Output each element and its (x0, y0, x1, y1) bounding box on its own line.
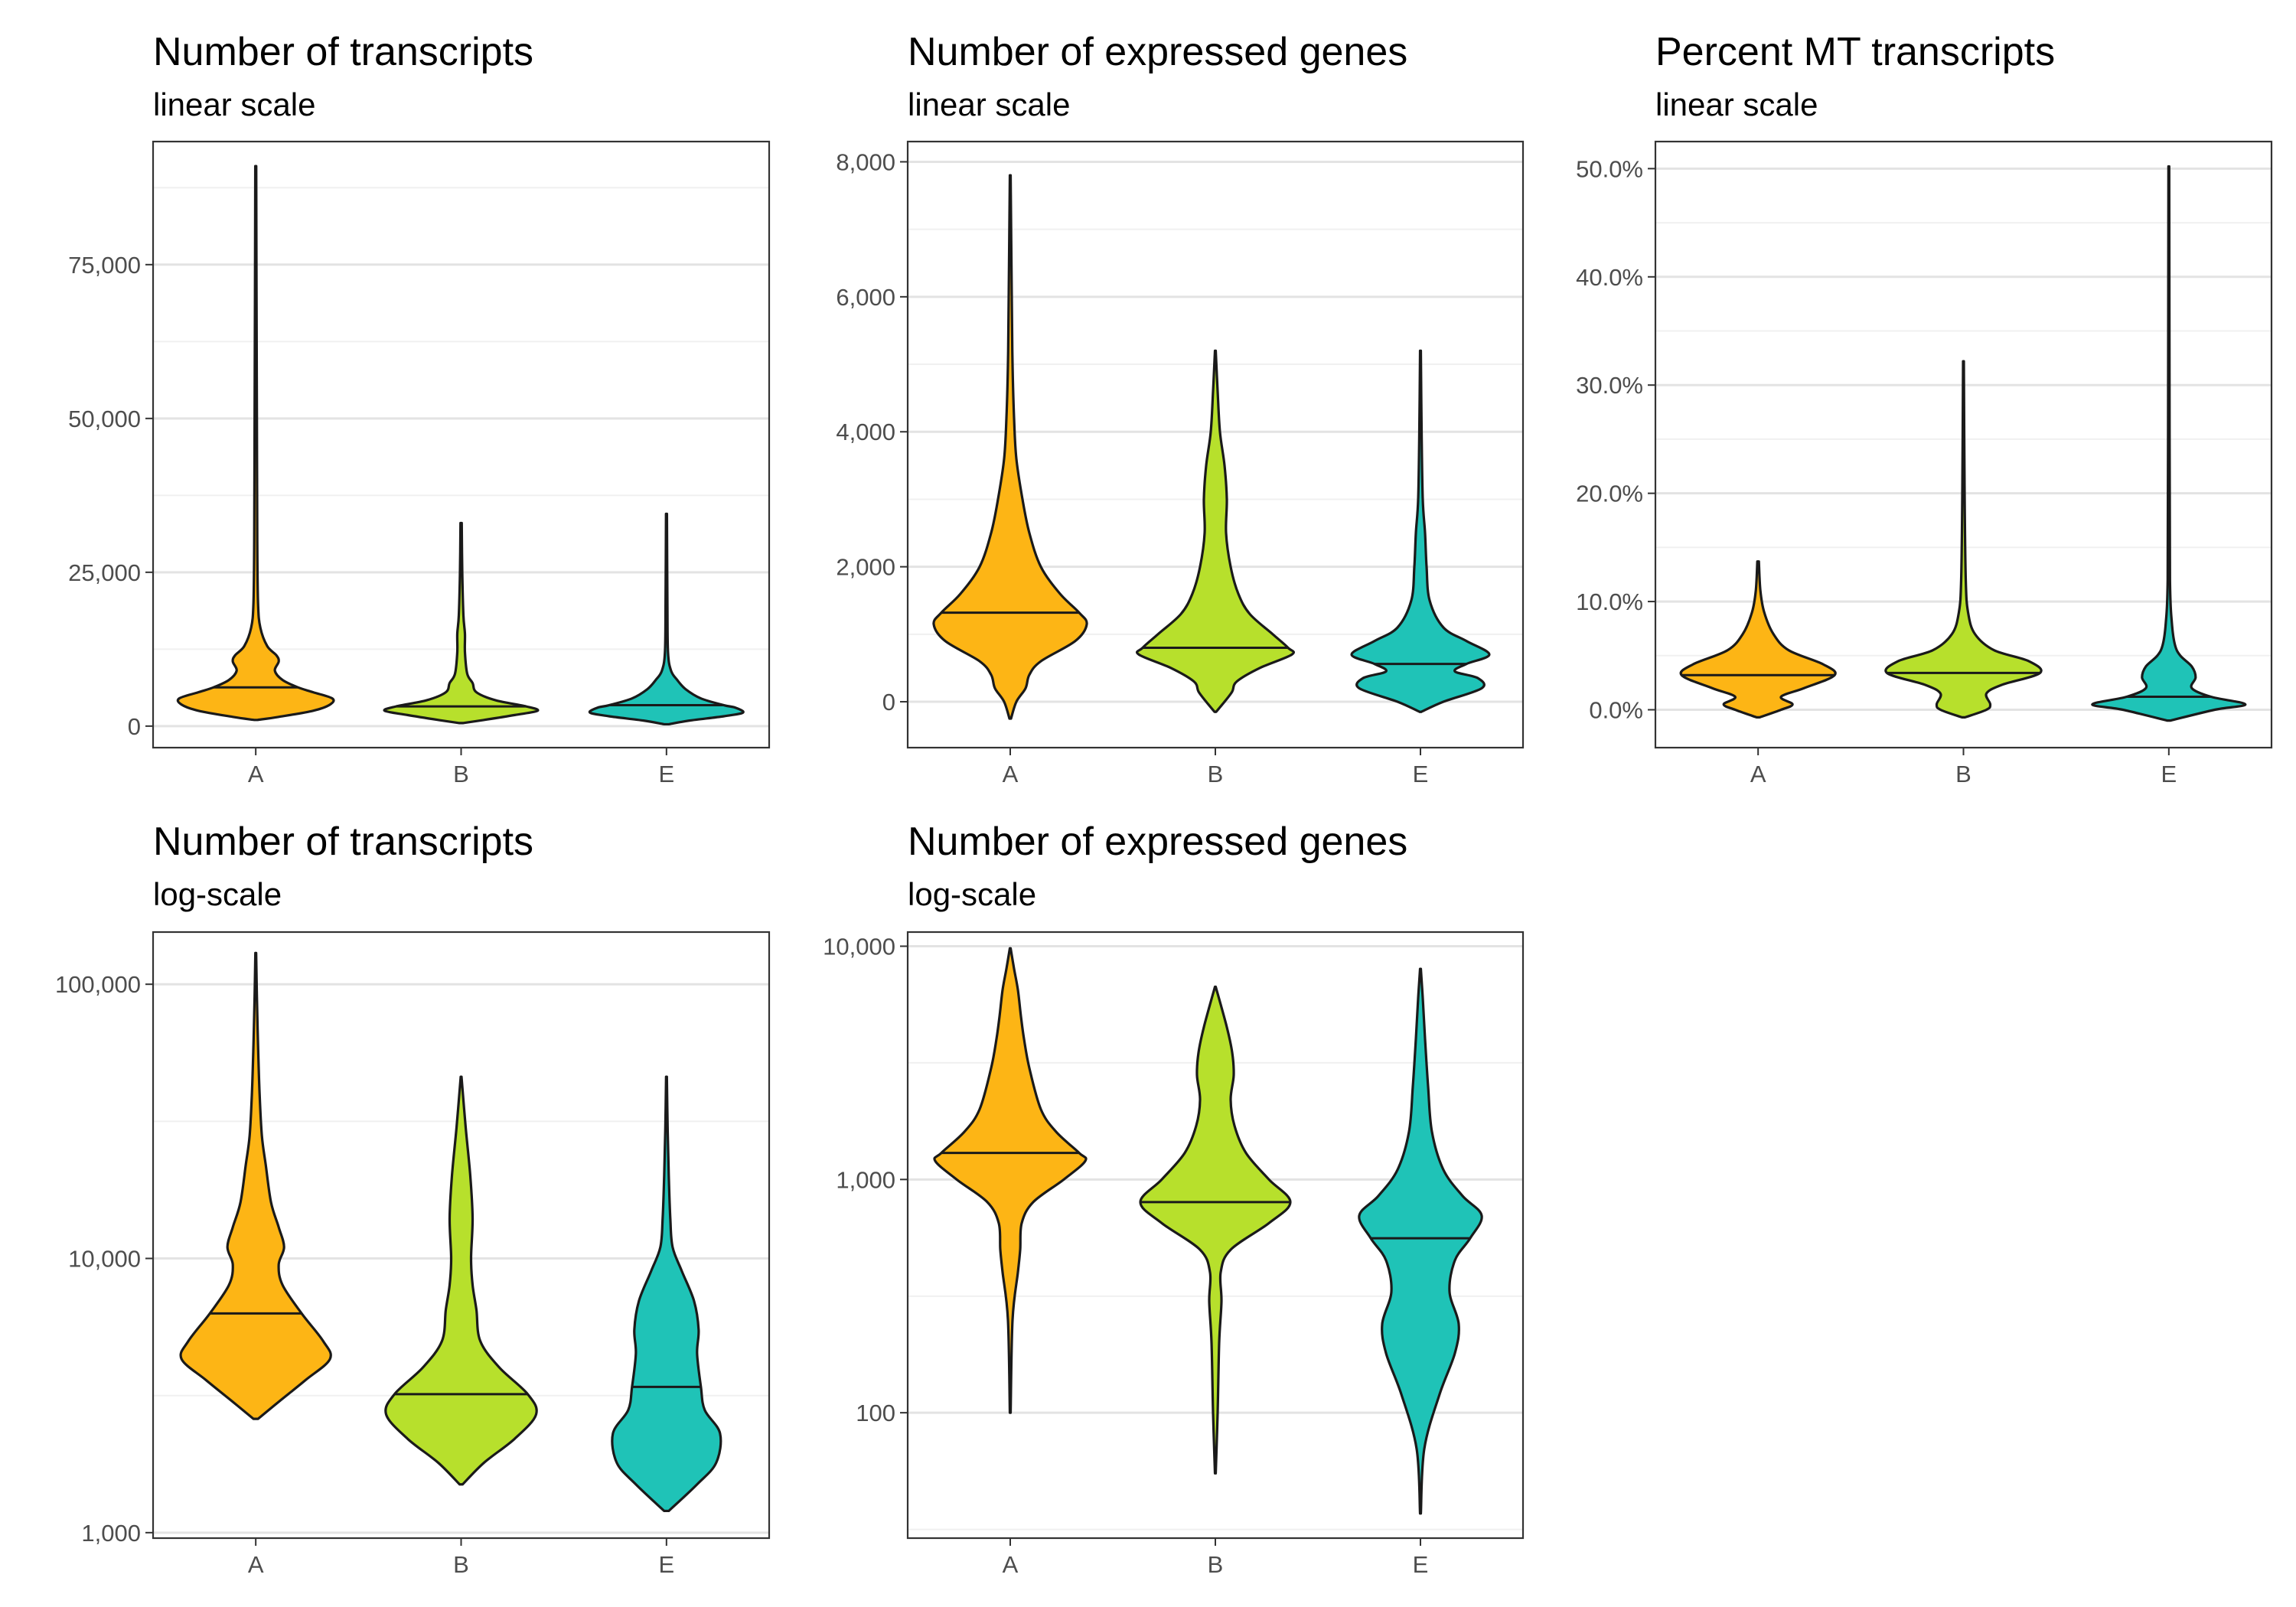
violin-B (1884, 360, 2043, 719)
chart-subtitle: linear scale (908, 86, 1071, 122)
y-tick-label: 2,000 (836, 554, 895, 581)
chart-title: Number of transcripts (153, 820, 534, 864)
violin-A (1679, 560, 1837, 719)
chart-panel-2: 0.0% 10.0% 20.0% 30.0% 40.0% 50.0% A B E (1576, 140, 2273, 787)
x-tick-label: B (1208, 1551, 1224, 1578)
y-tick-label: 4,000 (836, 419, 895, 445)
y-tick-label: 25,000 (68, 559, 141, 586)
y-tick-label: 0 (128, 713, 141, 740)
violin-E (1350, 349, 1491, 713)
y-tick-label: 100 (856, 1400, 895, 1426)
y-tick-label: 1,000 (81, 1520, 141, 1547)
violin-B (384, 1075, 538, 1486)
y-tick-label: 10,000 (823, 934, 895, 960)
chart-subtitle: log-scale (908, 876, 1037, 912)
x-tick-label: B (1955, 761, 1971, 787)
x-tick-label: A (1003, 1551, 1019, 1578)
violin-E (588, 512, 745, 726)
violin-E (611, 1075, 722, 1513)
y-tick-label: 0 (882, 689, 895, 715)
chart-title: Percent MT transcripts (1655, 30, 2056, 74)
chart-subtitle: linear scale (153, 86, 316, 122)
x-tick-label: A (1750, 761, 1766, 787)
x-tick-label: E (2161, 761, 2177, 787)
violin-A (176, 165, 335, 722)
violin-B (1135, 349, 1296, 713)
y-tick-label: 30.0% (1576, 372, 1643, 399)
x-tick-label: B (453, 1551, 469, 1578)
chart-title: Number of expressed genes (908, 820, 1408, 864)
y-tick-label: 10,000 (68, 1246, 141, 1273)
x-tick-label: E (658, 761, 674, 787)
chart-title: Number of expressed genes (908, 30, 1408, 74)
x-tick-label: E (1413, 1551, 1429, 1578)
x-tick-label: A (248, 1551, 264, 1578)
x-tick-label: A (248, 761, 264, 787)
y-tick-label: 50,000 (68, 406, 141, 432)
y-tick-label: 20.0% (1576, 481, 1643, 507)
y-tick-label: 40.0% (1576, 264, 1643, 291)
x-tick-label: B (1208, 761, 1224, 787)
y-tick-label: 75,000 (68, 252, 141, 279)
chart-panel-1: 0 2,000 4,000 6,000 8,000 A B E (836, 140, 1525, 787)
y-tick-label: 10.0% (1576, 588, 1643, 615)
y-tick-label: 8,000 (836, 148, 895, 175)
y-tick-label: 0.0% (1589, 697, 1643, 724)
chart-panel-3: 1,000 10,000 100,000 A B E (55, 931, 771, 1578)
violin-B (1139, 985, 1292, 1475)
y-tick-label: 100,000 (55, 971, 141, 998)
chart-subtitle: log-scale (153, 876, 282, 912)
violin-A (933, 947, 1088, 1414)
x-tick-label: A (1003, 761, 1019, 787)
violin-E (1358, 967, 1483, 1515)
y-tick-label: 6,000 (836, 284, 895, 311)
y-tick-label: 50.0% (1576, 155, 1643, 182)
chart-title: Number of transcripts (153, 30, 534, 74)
violin-B (383, 521, 540, 725)
chart-panel-0: 0 25,000 50,000 75,000 A B E (68, 140, 771, 787)
violin-E (2091, 165, 2247, 722)
chart-panel-4: 100 1,000 10,000 A B E (823, 931, 1525, 1578)
x-tick-label: E (658, 1551, 674, 1578)
y-tick-label: 1,000 (836, 1166, 895, 1193)
chart-subtitle: linear scale (1655, 86, 1818, 122)
x-tick-label: B (453, 761, 469, 787)
violin-A (932, 174, 1088, 720)
violin-A (179, 951, 332, 1420)
x-tick-label: E (1413, 761, 1429, 787)
